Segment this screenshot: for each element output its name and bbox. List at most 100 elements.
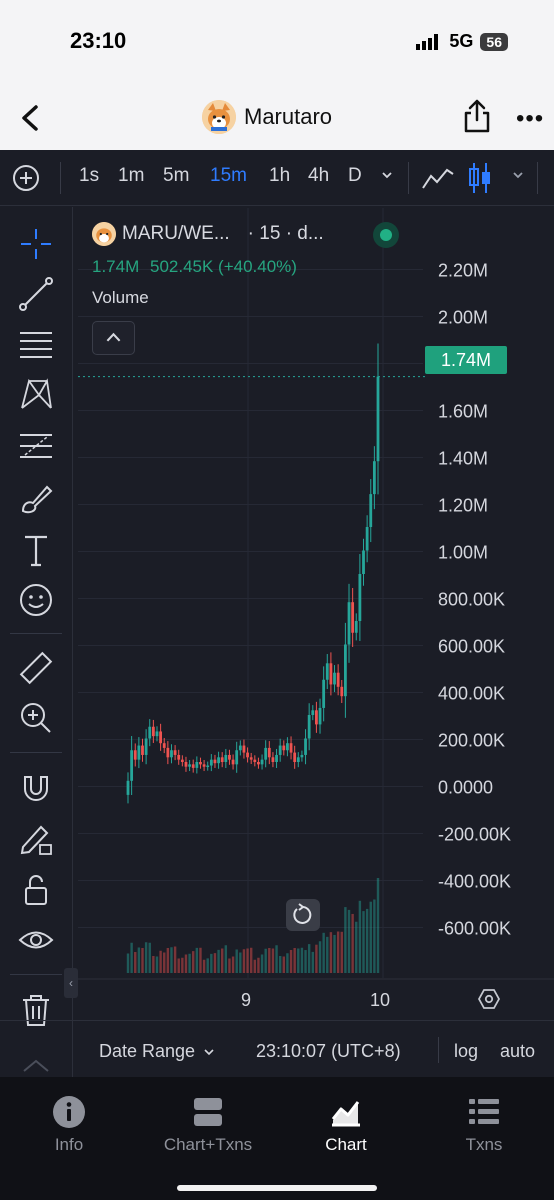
volume-bar (202, 959, 206, 973)
volume-bar (242, 949, 246, 973)
interval-15m[interactable]: 15m (210, 165, 247, 186)
network-type: 5G (449, 31, 474, 51)
token-title: Marutaro (202, 100, 332, 134)
interval-D[interactable]: D (348, 165, 362, 186)
collapse-legend-icon[interactable] (92, 321, 135, 355)
crosshair-icon[interactable] (17, 225, 55, 263)
text-tool-icon[interactable] (17, 531, 55, 569)
volume-bar (300, 947, 304, 973)
more-options-icon[interactable]: ••• (516, 105, 545, 132)
volume-bar (326, 936, 329, 973)
candle-body (141, 745, 144, 755)
scroll-up-icon[interactable] (20, 1057, 52, 1075)
volume-bar (224, 945, 228, 973)
current-price-tag: 1.74M (425, 346, 507, 374)
axis-settings-icon[interactable] (478, 988, 500, 1010)
ruler-icon[interactable] (17, 649, 55, 687)
nav-info[interactable]: Info (14, 1095, 124, 1155)
interval-1s[interactable]: 1s (79, 165, 100, 186)
interval-chevron-down-icon[interactable] (380, 168, 394, 182)
nav-chart-label: Chart (325, 1135, 367, 1154)
fib-retracement-icon[interactable] (17, 427, 55, 465)
candle-body (300, 754, 304, 758)
unlock-icon[interactable] (17, 871, 55, 909)
nav-txns[interactable]: Txns (429, 1095, 539, 1155)
volume-bar (297, 948, 300, 973)
volume-bar (282, 956, 285, 973)
candle-body (282, 745, 286, 751)
candle-body (213, 759, 217, 764)
price-chart[interactable]: 2.20M2.00M1.80M1.60M1.40M1.20M1.00M800.0… (78, 208, 554, 1020)
magnet-icon[interactable] (17, 769, 55, 807)
tools-divider (10, 752, 62, 753)
interval-5m[interactable]: 5m (163, 165, 190, 186)
candle-body (347, 602, 351, 645)
candle-body (322, 679, 326, 708)
interval-4h[interactable]: 4h (308, 165, 330, 186)
candle-body (286, 743, 289, 751)
pattern-tool-icon[interactable] (17, 375, 55, 413)
volume-bar (355, 921, 358, 973)
date-range-label: Date Range (99, 1041, 196, 1061)
brush-icon[interactable] (17, 479, 55, 517)
lock-drawing-icon[interactable] (17, 819, 55, 857)
candle-body (242, 745, 246, 753)
visibility-icon[interactable] (17, 921, 55, 959)
volume-bar (144, 942, 148, 973)
candle-body (166, 747, 170, 758)
horizontal-lines-icon[interactable] (17, 325, 55, 363)
volume-bar (286, 953, 289, 973)
volume-bar (340, 931, 343, 973)
back-icon[interactable] (16, 102, 46, 134)
price-tick-label: -600.00K (438, 919, 511, 939)
candlestick-type-icon[interactable] (466, 160, 494, 196)
collapse-tools-icon[interactable]: ‹ (64, 968, 78, 998)
price-tick-label: 2.00M (438, 308, 488, 328)
volume-bar (152, 956, 155, 973)
volume-bar (336, 931, 340, 973)
nav-chart-txns[interactable]: Chart+Txns (153, 1095, 263, 1155)
candle-body (304, 738, 307, 755)
candle-body (170, 750, 173, 758)
legend-change: 502.45K (+40.40%) (149, 257, 297, 276)
volume-bar (264, 948, 267, 973)
volume-bar (206, 958, 209, 973)
chart-type-chevron-down-icon[interactable] (511, 168, 525, 182)
auto-scale-toggle[interactable]: auto (500, 1041, 536, 1061)
shiba-logo-icon (202, 100, 236, 134)
volume-bar (184, 954, 188, 973)
volume-bar (373, 899, 376, 973)
volume-bar (137, 947, 141, 973)
toolbar-divider (537, 162, 538, 194)
nav-chart[interactable]: Chart (291, 1095, 401, 1155)
candle-body (206, 765, 210, 768)
trend-line-icon[interactable] (17, 275, 55, 313)
candle-body (231, 759, 235, 765)
candle-body (151, 726, 155, 737)
footer-divider (438, 1037, 439, 1063)
status-bar: 23:10 5G 56 (0, 0, 554, 88)
candle-body (362, 550, 365, 574)
reset-chart-icon[interactable] (286, 899, 320, 931)
zoom-in-icon[interactable] (17, 699, 55, 737)
legend-volume-label[interactable]: Volume (92, 288, 149, 307)
home-indicator (177, 1185, 377, 1191)
interval-1h[interactable]: 1h (269, 165, 291, 186)
date-range-selector[interactable]: Date Range (99, 1041, 215, 1062)
add-indicator-icon[interactable] (12, 164, 40, 192)
txns-icon (469, 1099, 499, 1124)
candle-body (296, 757, 300, 762)
volume-bar (271, 948, 275, 973)
chart-clock[interactable]: 23:10:07 (UTC+8) (256, 1041, 401, 1061)
line-chart-type-icon[interactable] (421, 164, 455, 192)
trash-icon[interactable] (17, 991, 55, 1029)
emoji-icon[interactable] (17, 581, 55, 619)
candle-body (260, 759, 264, 765)
log-scale-toggle[interactable]: log (454, 1041, 479, 1061)
candle-body (246, 752, 249, 758)
volume-bar (322, 932, 325, 973)
bottom-navigation: Info Chart+Txns Chart Txns (0, 1077, 554, 1200)
interval-1m[interactable]: 1m (118, 165, 145, 186)
share-icon[interactable] (462, 98, 492, 134)
candle-body (336, 672, 340, 687)
